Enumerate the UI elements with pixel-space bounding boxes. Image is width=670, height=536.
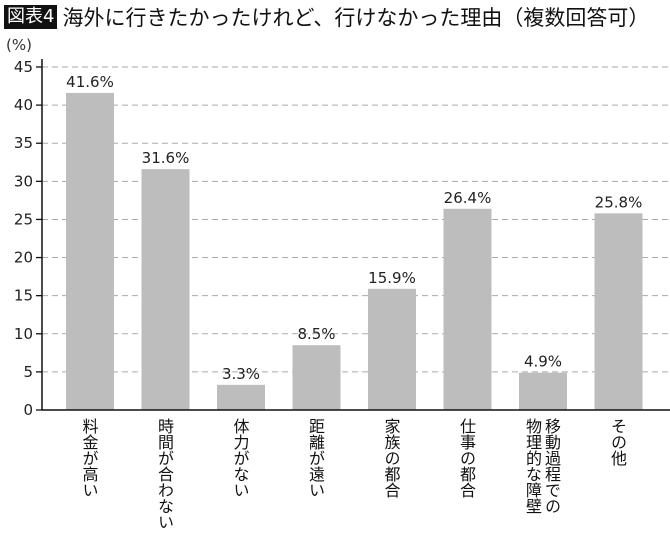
bar	[217, 384, 265, 410]
x-tick-label: 家族の都合	[381, 418, 401, 498]
y-tick-label: 15	[14, 287, 33, 305]
bar	[292, 345, 341, 410]
x-tick-label: 体力がない	[230, 418, 250, 498]
data-label: 4.9%	[524, 353, 562, 371]
bar	[519, 372, 567, 410]
y-tick-label: 0	[23, 401, 33, 419]
data-label: 26.4%	[444, 189, 492, 207]
bar	[594, 213, 643, 410]
y-tick-label: 20	[14, 249, 33, 267]
y-tick-label: 5	[23, 363, 33, 381]
x-tick-label: 時間が合わない	[155, 418, 174, 530]
title-text: 海外に行きたかったけれど、行けなかった理由（複数回答可）	[62, 6, 650, 30]
chart-title: 図表4 海外に行きたかったけれど、行けなかった理由（複数回答可）	[4, 3, 649, 31]
y-tick-label: 30	[14, 172, 33, 190]
y-tick-label: 10	[14, 325, 33, 343]
y-axis-unit: (%)	[6, 36, 32, 54]
data-label: 41.6%	[66, 73, 114, 91]
bar	[443, 208, 492, 410]
data-label: 8.5%	[297, 325, 335, 343]
figure-badge: 図表4	[4, 5, 58, 29]
x-tick-label: 移動過程での 物理的な障壁	[523, 418, 561, 514]
bar	[141, 169, 190, 410]
x-tick-label: その他	[608, 418, 627, 466]
y-tick-label: 25	[14, 210, 33, 228]
bar	[66, 92, 114, 410]
data-label: 25.8%	[595, 193, 643, 211]
x-tick-label: 仕事の都合	[457, 418, 476, 498]
data-label: 15.9%	[368, 269, 416, 287]
data-label: 31.6%	[142, 149, 190, 167]
data-label: 3.3%	[222, 365, 260, 383]
x-tick-label: 料金が高い	[79, 418, 99, 498]
y-tick-label: 45	[14, 58, 33, 76]
y-tick-label: 40	[14, 96, 33, 114]
y-tick-label: 35	[14, 134, 33, 152]
x-tick-label: 距離が遠い	[306, 418, 325, 498]
bar	[368, 288, 416, 410]
